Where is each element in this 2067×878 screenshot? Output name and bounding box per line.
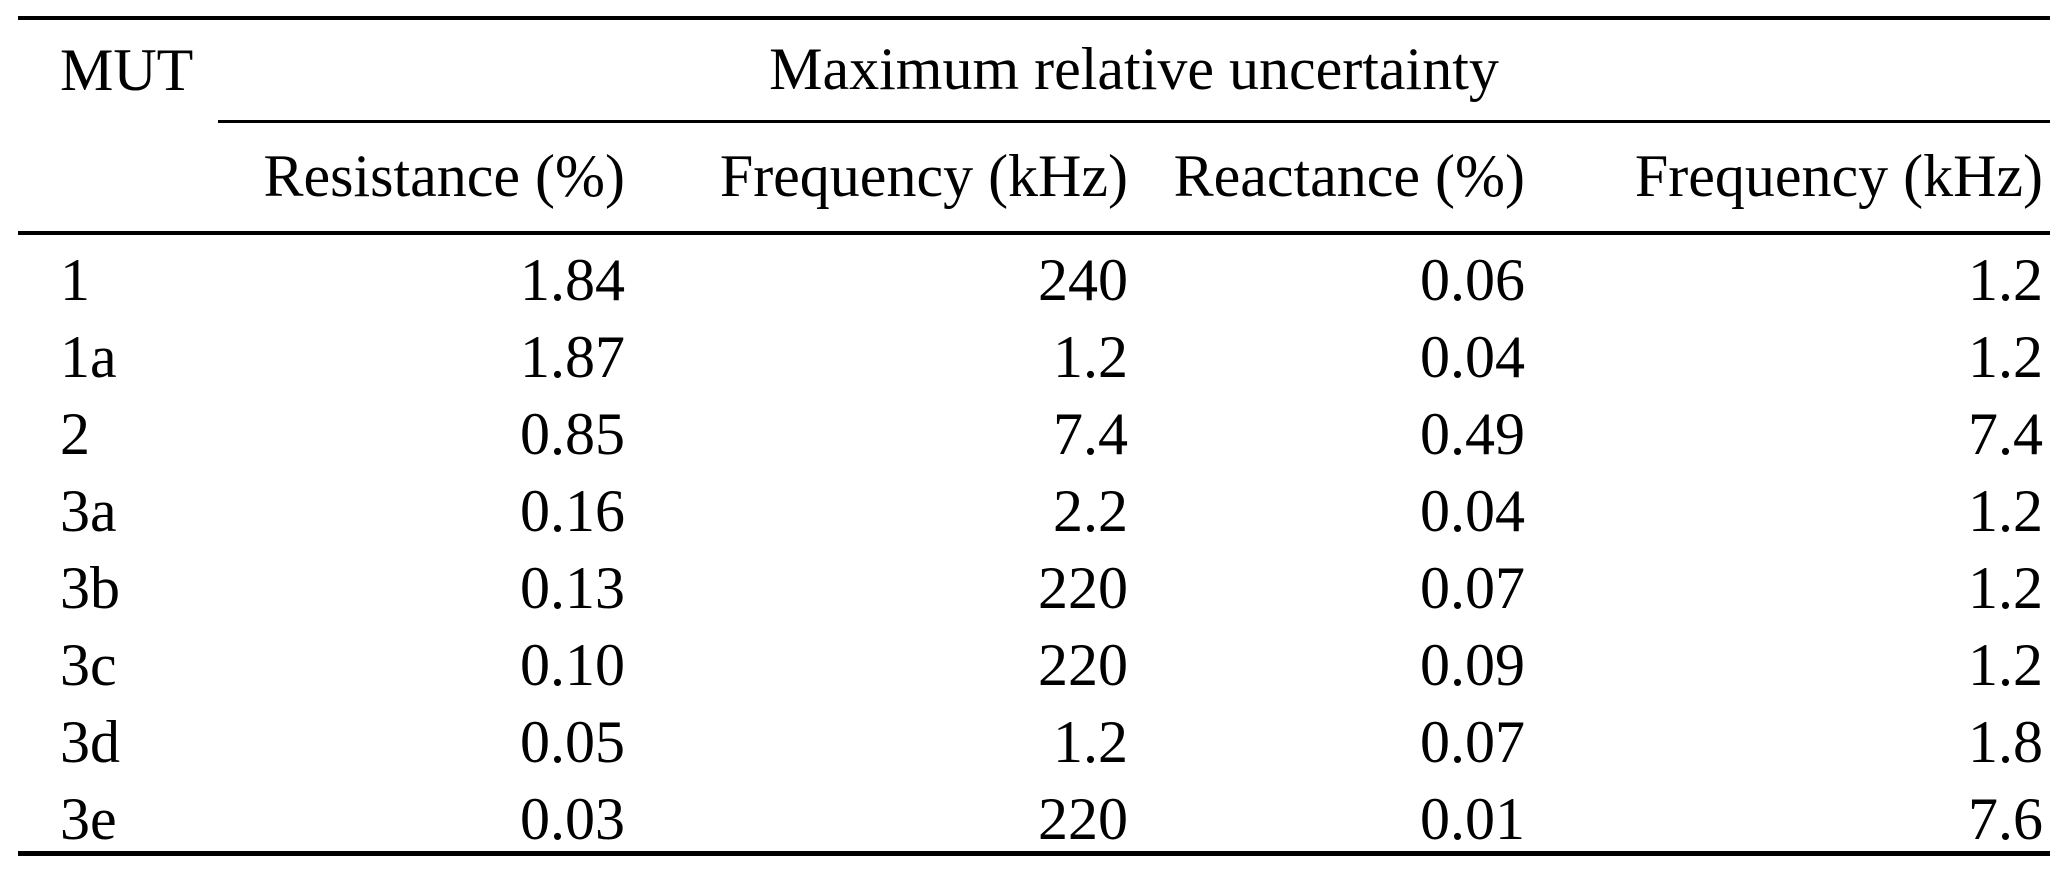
value-cell: 0.13 xyxy=(520,555,625,621)
value-cell: 0.04 xyxy=(1420,324,1525,390)
value-cell: 0.07 xyxy=(1420,555,1525,621)
mut-cell: 3c xyxy=(60,632,117,698)
value-cell: 220 xyxy=(1038,632,1128,698)
mut-cell: 3e xyxy=(60,786,117,852)
value-cell: 7.6 xyxy=(1968,786,2044,852)
column-header-resistance: Resistance (%) xyxy=(218,121,625,235)
table-body: 1 1.84 240 0.06 1.2 1a 1.87 1.2 0.04 1.2… xyxy=(18,233,2050,854)
value-cell: 220 xyxy=(1038,555,1128,621)
value-cell: 0.05 xyxy=(520,709,625,775)
table-row: 3c 0.10 220 0.09 1.2 xyxy=(18,620,2050,697)
value-cell: 1.8 xyxy=(1968,709,2044,775)
mut-cell: 3b xyxy=(60,555,120,621)
table-row: 3a 0.16 2.2 0.04 1.2 xyxy=(18,466,2050,543)
value-cell: 1.2 xyxy=(1968,478,2044,544)
value-cell: 220 xyxy=(1038,786,1128,852)
table-row: 3d 0.05 1.2 0.07 1.8 xyxy=(18,697,2050,774)
value-cell: 1.2 xyxy=(1053,709,1128,775)
uncertainty-table: MUT Maximum relative uncertainty Resista… xyxy=(18,16,2051,856)
column-header-frequency-2: Frequency (kHz) xyxy=(1525,121,2051,235)
value-cell: 1.87 xyxy=(520,324,625,390)
value-cell: 0.07 xyxy=(1420,709,1525,775)
value-cell: 2.2 xyxy=(1053,478,1128,544)
value-cell: 0.04 xyxy=(1420,478,1525,544)
mut-column-header: MUT xyxy=(60,37,194,103)
sub-header-row: Resistance (%) Frequency (kHz) Reactance… xyxy=(18,121,2051,235)
table-row: 2 0.85 7.4 0.49 7.4 xyxy=(18,389,2050,466)
mut-cell: 1a xyxy=(60,324,117,390)
column-header-reactance: Reactance (%) xyxy=(1128,121,1525,235)
mut-cell: 3a xyxy=(60,478,117,544)
table-row: 3e 0.03 220 0.01 7.6 xyxy=(18,774,2050,854)
table-row: 1a 1.87 1.2 0.04 1.2 xyxy=(18,312,2050,389)
table-row: 3b 0.13 220 0.07 1.2 xyxy=(18,543,2050,620)
value-cell: 1.84 xyxy=(520,247,625,313)
value-cell: 0.49 xyxy=(1420,401,1525,467)
value-cell: 1.2 xyxy=(1053,324,1128,390)
value-cell: 7.4 xyxy=(1968,401,2044,467)
value-cell: 0.16 xyxy=(520,478,625,544)
value-cell: 0.01 xyxy=(1420,786,1525,852)
value-cell: 0.85 xyxy=(520,401,625,467)
value-cell: 1.2 xyxy=(1968,247,2044,313)
value-cell: 1.2 xyxy=(1968,555,2044,621)
span-header: Maximum relative uncertainty xyxy=(218,18,2051,123)
value-cell: 0.06 xyxy=(1420,247,1525,313)
mut-cell: 1 xyxy=(60,247,90,313)
group-header-row: MUT Maximum relative uncertainty xyxy=(18,18,2051,123)
value-cell: 0.03 xyxy=(520,786,625,852)
mut-cell: 3d xyxy=(60,709,120,775)
value-cell: 0.10 xyxy=(520,632,625,698)
value-cell: 1.2 xyxy=(1968,324,2044,390)
value-cell: 240 xyxy=(1038,247,1128,313)
table-row: 1 1.84 240 0.06 1.2 xyxy=(18,233,2050,312)
column-header-frequency-1: Frequency (kHz) xyxy=(625,121,1128,235)
mut-cell: 2 xyxy=(60,401,90,467)
value-cell: 0.09 xyxy=(1420,632,1525,698)
table-header: MUT Maximum relative uncertainty Resista… xyxy=(18,18,2051,235)
value-cell: 1.2 xyxy=(1968,632,2044,698)
value-cell: 7.4 xyxy=(1053,401,1128,467)
empty-corner-cell xyxy=(18,121,218,235)
